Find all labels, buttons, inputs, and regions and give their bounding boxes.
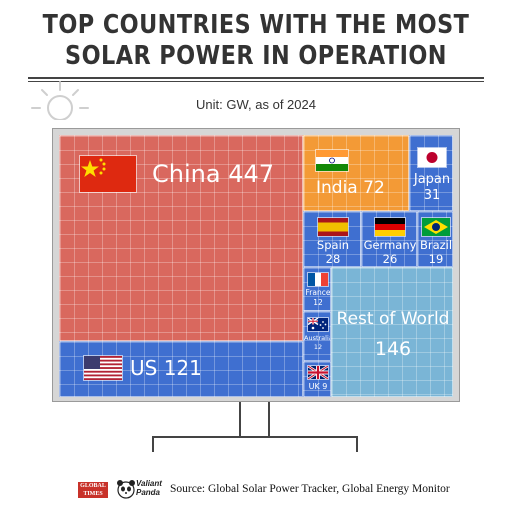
chart-title-line2: SOLAR POWER IN OPERATION [65, 41, 447, 71]
germany-value: 26 [382, 252, 398, 266]
australia-label: Australia 12 [304, 334, 331, 352]
rest-of-world-label: Rest of World 146 [332, 304, 452, 364]
germany-flag [375, 218, 405, 236]
france-flag [308, 273, 328, 286]
brazil-label: Brazil 19 [418, 238, 453, 266]
unit-note: Unit: GW, as of 2024 [196, 97, 316, 112]
tile-brazil: Brazil 19 [417, 211, 453, 267]
france-name: France [305, 288, 331, 297]
rest-of-world-value: 146 [374, 338, 412, 360]
stand-bar [152, 436, 358, 438]
germany-label: Germany 26 [362, 238, 417, 266]
us-flag [84, 356, 122, 380]
japan-name: Japan [413, 172, 451, 187]
spain-name: Spain [316, 238, 350, 252]
india-label: India 72 [316, 178, 385, 198]
valiant-panda-logo: Valiant Panda [116, 478, 162, 500]
germany-name: Germany [363, 238, 417, 252]
panda-icon [117, 480, 135, 499]
tile-china: China 447 [59, 135, 303, 341]
tile-australia: Australia 12 [303, 311, 331, 361]
tile-spain: Spain 28 [303, 211, 361, 267]
treemap: China 447 US 121 [59, 135, 453, 397]
monitor-screen: China 447 US 121 [52, 128, 460, 402]
uk-label: UK 9 [304, 382, 330, 392]
uk-flag [308, 366, 328, 379]
tile-france: France 12 [303, 267, 331, 311]
australia-flag [308, 318, 328, 331]
footer: GLOBAL TIMES Valiant Panda Source: Globa… [0, 478, 512, 502]
tile-japan: Japan 31 [409, 135, 453, 211]
india-flag [316, 150, 348, 171]
source-note: Source: Global Solar Power Tracker, Glob… [170, 483, 450, 495]
tile-rest-of-world: Rest of World 146 [331, 267, 453, 397]
australia-name: Australia [304, 334, 331, 342]
japan-value: 31 [423, 188, 441, 203]
stand-leg-right [356, 436, 358, 452]
spain-value: 28 [325, 252, 341, 266]
spain-flag [318, 218, 348, 236]
tile-india: India 72 [303, 135, 409, 211]
tile-us: US 121 [59, 341, 303, 397]
japan-flag [418, 148, 446, 167]
china-value: 447 [228, 160, 275, 188]
france-label: France 12 [304, 288, 331, 308]
france-value: 12 [313, 298, 323, 307]
global-times-logo: GLOBAL TIMES [78, 482, 108, 498]
us-name: US [130, 356, 158, 380]
china-label: China 447 [152, 160, 274, 188]
spain-label: Spain 28 [304, 238, 360, 266]
uk-name: UK [308, 382, 320, 391]
china-name: China [152, 160, 221, 188]
us-label: US 121 [130, 356, 202, 380]
stand-leg-left [152, 436, 154, 452]
chart-title-line1: TOP COUNTRIES WITH THE MOST [42, 10, 470, 40]
rest-of-world-name: Rest of World [336, 309, 450, 329]
tile-uk: UK 9 [303, 361, 331, 397]
stand-post-right [268, 402, 270, 436]
title-rule-bottom [28, 81, 484, 82]
tile-germany: Germany 26 [361, 211, 417, 267]
valiant-panda-logo-text: Valiant Panda [136, 479, 162, 497]
india-value: 72 [363, 178, 385, 198]
australia-value: 12 [313, 343, 323, 351]
india-name: India [316, 178, 358, 198]
title-rule-top [28, 77, 484, 79]
uk-value: 9 [322, 382, 328, 391]
brazil-name: Brazil [419, 238, 453, 252]
global-times-logo-text: GLOBAL TIMES [80, 483, 106, 497]
brazil-flag [422, 218, 450, 236]
sun-icon [31, 81, 89, 120]
china-flag [80, 156, 136, 192]
brazil-value: 19 [428, 252, 444, 266]
us-value: 121 [163, 356, 202, 380]
chart-title: TOP COUNTRIES WITH THE MOST SOLAR POWER … [36, 10, 476, 72]
stand-post-left [239, 402, 241, 436]
japan-label: Japan 31 [410, 172, 452, 204]
